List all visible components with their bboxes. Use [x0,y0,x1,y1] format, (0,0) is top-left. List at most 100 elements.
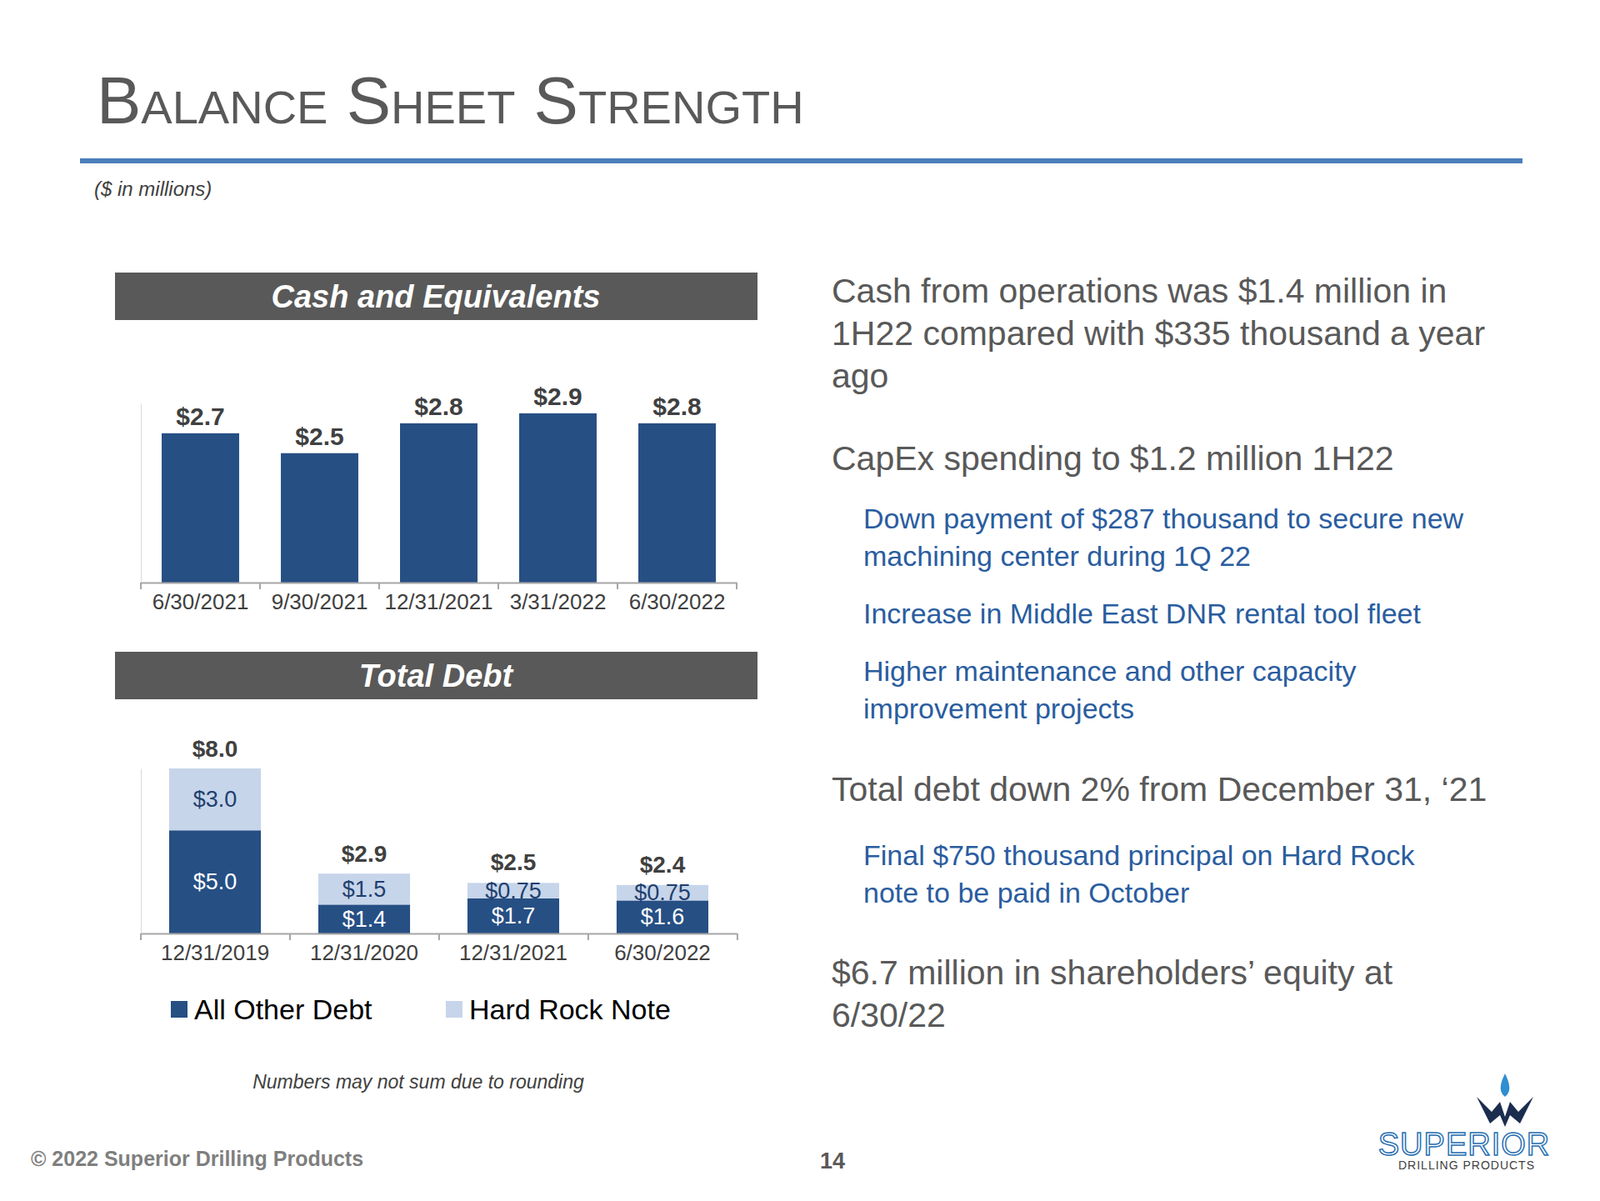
data-label: $0.75 [485,878,542,904]
data-label: $2.5 [295,422,344,450]
chart-title: Cash and Equivalents [271,279,601,315]
bar-segment [318,904,410,934]
x-tick: 12/31/2020 [310,933,419,965]
bar-segment [169,768,261,830]
bar [161,433,240,583]
logo-drop [1500,1073,1510,1097]
bullet-text: Cash from operations was $1.4 million in [831,271,1447,310]
footer: © 2022 Superior Drilling Products [30,1146,364,1170]
bar [638,423,716,583]
legend-swatch [445,1000,463,1018]
bars [161,413,716,583]
y-axis [140,404,142,584]
legend-swatch [170,1000,188,1018]
sub-bullet-text: improvement projects [863,692,1135,725]
data-label: $1.5 [342,876,387,902]
sub-bullet-text: Down payment of $287 thousand to secure … [863,502,1465,535]
logo-name: SUPERIOR [1378,1126,1550,1162]
x-tick-label: 3/31/2022 [510,589,607,615]
y-axis-line [140,404,142,584]
bullet-text: Total debt down 2% from December 31, ‘21 [831,770,1487,809]
bullet-text: 6/30/22 [831,995,946,1035]
x-tick: 6/30/2021 [152,582,250,615]
chart-cash: $2.7 $2.5 $2.8 $2.9 $2.8 6/30/2021 9/30/2021 12… [140,382,738,615]
x-tick: 12/31/2019 [160,933,270,965]
x-tick: 6/30/2022 [629,582,726,615]
bar-segment [467,898,560,934]
title-rule [80,158,1523,164]
footnote: Numbers may not sum due to rounding [252,1070,585,1093]
legend: All Other DebtHard Rock Note [170,993,671,1025]
total-label: $2.4 [640,851,686,878]
category-separator [616,582,619,590]
chart-title: Total Debt [359,658,515,694]
x-axis-line [141,582,738,585]
logo-crown [1476,1096,1534,1127]
bar-segment [169,830,261,934]
sub-bullet-text: machining center during 1Q 22 [863,540,1251,572]
x-tick: 12/31/2021 [384,582,493,615]
sub-bullet-text: note to be paid in October [863,876,1190,909]
bars [169,768,709,934]
data-label: $1.4 [342,906,387,932]
data-label: $5.0 [193,869,238,895]
category-separator [259,582,261,590]
x-axis: 12/31/2019 12/31/2020 12/31/2021 6/30/2022 [141,933,738,965]
chart-header-box [115,651,758,700]
x-tick: 3/31/2022 [510,582,607,615]
category-separator [736,933,739,940]
total-label: $2.5 [490,849,537,875]
total-label: $8.0 [192,735,239,762]
category-separator [587,933,590,940]
logo: SUPERIORDRILLING PRODUCTS [1378,1073,1550,1172]
bar [400,423,478,583]
data-label: $2.9 [533,382,582,410]
data-label: $2.7 [175,402,225,430]
category-separator [289,933,291,940]
x-axis: 6/30/2021 9/30/2021 12/31/2021 3/31/2022 6/3… [141,582,738,615]
x-tick-label: 9/30/2021 [271,589,369,615]
x-tick-label: 12/31/2019 [160,940,270,965]
bullet-text: 1H22 compared with $335 thousand a year [831,314,1485,353]
category-separator [140,582,142,590]
data-label: $0.75 [634,880,691,905]
logo-subtitle: DRILLING PRODUCTS [1398,1158,1535,1172]
category-separator [140,933,142,940]
category-separator [497,582,500,590]
y-axis-line [140,769,142,935]
data-label: $2.8 [652,392,701,420]
bar [280,453,359,583]
legend-label: All Other Debt [194,993,373,1025]
data-label: $1.7 [491,903,536,929]
x-tick-label: 6/30/2021 [152,589,250,615]
x-tick: 12/31/2021 [459,933,568,965]
data-label: $1.6 [640,904,685,930]
category-separator [438,933,440,940]
bullet-text: CapEx spending to $1.2 million 1H22 [831,439,1395,478]
x-tick-label: 12/31/2021 [384,589,493,615]
chart-debt: $5.0 $1.4 $1.7 $1.6 $3.0 $1.5 $0.75 $0.75 $8.0 $2… [140,735,738,965]
sub-bullet-text: Final $750 thousand principal on Hard Ro… [863,839,1416,871]
data-label: $3.0 [193,786,238,812]
x-tick-label: 6/30/2022 [614,940,711,965]
x-tick-label: 6/30/2022 [629,589,726,615]
bullet-text: ago [831,356,889,395]
x-tick-label: 12/31/2021 [459,940,568,965]
slide: Balance Sheet Strength ($ in millions) Cas… [0,0,1600,1201]
x-tick-label: 12/31/2020 [310,940,419,965]
bar-segment [616,900,709,934]
y-axis [140,769,142,935]
category-separator [735,582,738,590]
units-note: ($ in millions) [94,177,212,200]
sub-bullet-text: Increase in Middle East DNR rental tool … [863,597,1422,630]
sub-bullet-text: Higher maintenance and other capacity [863,655,1357,687]
x-tick: 6/30/2022 [614,933,711,965]
chart-header-box [115,272,758,320]
bar [519,413,597,583]
data-label: $2.8 [414,392,463,420]
slide-title: Balance Sheet Strength [96,63,805,138]
bar-segment [318,873,410,905]
x-tick: 9/30/2021 [271,582,369,615]
segment-labels: $5.0 $1.4 $1.7 $1.6 $3.0 $1.5 $0.75 $0.75 [193,786,691,932]
total-label: $2.9 [341,840,388,867]
